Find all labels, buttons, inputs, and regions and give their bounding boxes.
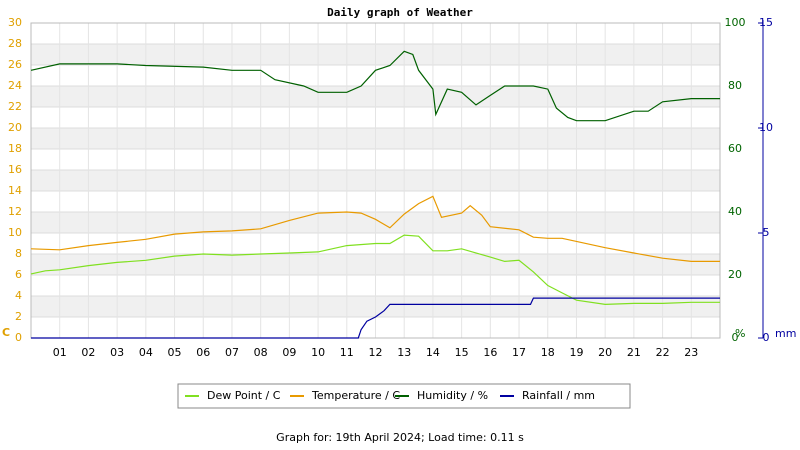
y2-tick-label: 20 [728, 268, 742, 281]
plot-border [30, 22, 721, 339]
y3-tick-label: 15 [759, 16, 773, 29]
series-line [31, 297, 720, 339]
y3-tick-label: 0 [763, 331, 770, 344]
x-tick-label: 08 [254, 346, 268, 359]
y-tick-label: 0 [15, 331, 22, 344]
x-tick-label: 12 [369, 346, 383, 359]
y-tick-label: 8 [15, 247, 22, 260]
x-tick-label: 14 [426, 346, 440, 359]
x-tick-label: 09 [282, 346, 296, 359]
y2-tick-label: 60 [728, 142, 742, 155]
x-tick-label: 11 [340, 346, 354, 359]
y2-tick-label: 0 [732, 331, 739, 344]
x-tick-label: 20 [598, 346, 612, 359]
y3-tick-label: 5 [763, 226, 770, 239]
x-tick-label: 15 [455, 346, 469, 359]
y-tick-label: 6 [15, 268, 22, 281]
series-line [30, 195, 720, 262]
y-tick-label: 28 [8, 37, 22, 50]
y2-tick-label: 40 [728, 205, 742, 218]
y-tick-label: 2 [15, 310, 22, 323]
x-tick-label: 21 [627, 346, 641, 359]
footer: Graph for: 19th April 2024; Load time: 0… [276, 431, 524, 444]
x-tick-label: 03 [110, 346, 124, 359]
x-tick-label: 13 [397, 346, 411, 359]
y2-tick-label: 100 [725, 16, 746, 29]
x-tick-label: 04 [139, 346, 153, 359]
x-tick-label: 05 [168, 346, 182, 359]
y-tick-label: 10 [8, 226, 22, 239]
y-tick-label: 18 [8, 142, 22, 155]
x-tick-label: 19 [569, 346, 583, 359]
y-tick-label: 14 [8, 184, 22, 197]
y-tick-label: 22 [8, 100, 22, 113]
y3-axis-label: mm [775, 327, 796, 340]
x-tick-label: 10 [311, 346, 325, 359]
y-tick-label: 24 [8, 79, 22, 92]
series-line [30, 50, 720, 122]
x-tick-label: 16 [483, 346, 497, 359]
series-line [30, 234, 720, 306]
y3-tick-label: 10 [759, 121, 773, 134]
y2-tick-label: 80 [728, 79, 742, 92]
x-tick-label: 18 [541, 346, 555, 359]
y-tick-label: 30 [8, 16, 22, 29]
x-tick-label: 02 [81, 346, 95, 359]
x-tick-label: 22 [656, 346, 670, 359]
legend-label: Humidity / % [417, 389, 488, 402]
x-tick-label: 07 [225, 346, 239, 359]
y-tick-label: 26 [8, 58, 22, 71]
x-tick-label: 01 [53, 346, 67, 359]
y2-axis-label: % [735, 327, 745, 340]
x-tick-label: 17 [512, 346, 526, 359]
y-tick-label: 20 [8, 121, 22, 134]
y-tick-label: 12 [8, 205, 22, 218]
legend-label: Dew Point / C [207, 389, 281, 402]
chart-title: Daily graph of Weather [327, 6, 473, 19]
y-axis-label: C [2, 326, 10, 339]
x-tick-label: 06 [196, 346, 210, 359]
legend-label: Temperature / C [311, 389, 400, 402]
legend-label: Rainfall / mm [522, 389, 595, 402]
y-tick-label: 16 [8, 163, 22, 176]
y-tick-label: 4 [15, 289, 22, 302]
x-tick-label: 23 [684, 346, 698, 359]
